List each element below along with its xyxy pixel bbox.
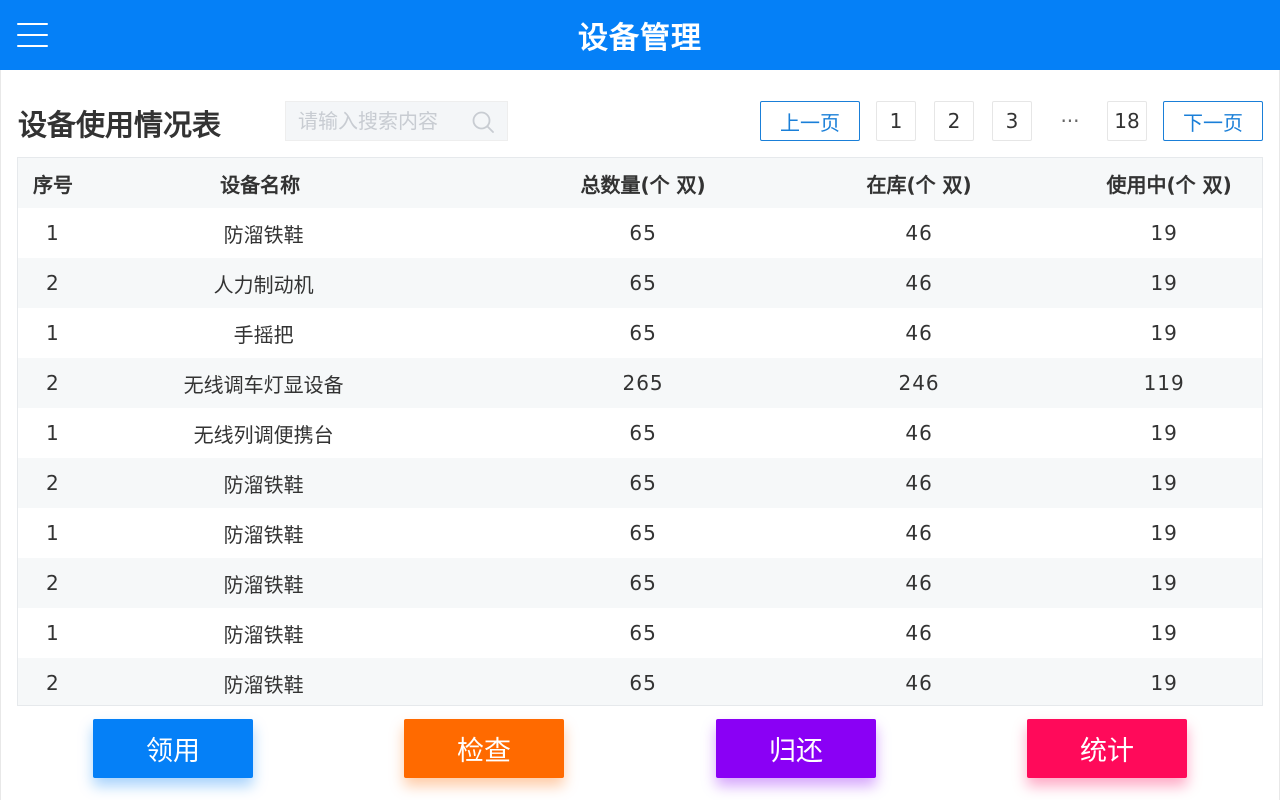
cell-total: 65 [502, 521, 782, 545]
hamburger-menu-icon[interactable] [17, 23, 48, 47]
cell-total: 65 [502, 571, 782, 595]
cell-total: 65 [502, 471, 782, 495]
cell-in-use: 19 [1056, 571, 1262, 595]
cell-index: 1 [18, 221, 113, 245]
prev-page-button[interactable]: 上一页 [760, 101, 860, 141]
cell-total: 65 [502, 271, 782, 295]
next-page-button[interactable]: 下一页 [1163, 101, 1263, 141]
cell-index: 1 [18, 521, 113, 545]
return-button[interactable]: 归还 [716, 719, 876, 778]
cell-stock: 46 [782, 271, 1057, 295]
cell-total: 65 [502, 671, 782, 695]
page-button-1[interactable]: 1 [876, 101, 916, 141]
table-row[interactable]: 2 防溜铁鞋 65 46 19 [18, 558, 1262, 608]
cell-name: 防溜铁鞋 [113, 469, 502, 498]
cell-in-use: 19 [1056, 321, 1262, 345]
cell-name: 防溜铁鞋 [113, 519, 502, 548]
table-row[interactable]: 1 防溜铁鞋 65 46 19 [18, 508, 1262, 558]
cell-total: 65 [502, 321, 782, 345]
table-body: 1 防溜铁鞋 65 46 19 2 人力制动机 65 46 19 1 手摇把 65 46 19 2 无线调车灯显… [18, 208, 1262, 706]
cell-index: 1 [18, 321, 113, 345]
cell-index: 2 [18, 271, 113, 295]
cell-name: 无线列调便携台 [113, 419, 502, 448]
cell-index: 1 [18, 421, 113, 445]
cell-total: 65 [502, 421, 782, 445]
column-header-stock: 在库(个 双) [782, 169, 1057, 198]
receive-button[interactable]: 领用 [93, 719, 253, 778]
column-header-in-use: 使用中(个 双) [1056, 169, 1262, 198]
cell-stock: 46 [782, 221, 1057, 245]
cell-name: 防溜铁鞋 [113, 219, 502, 248]
cell-stock: 46 [782, 471, 1057, 495]
cell-in-use: 19 [1056, 271, 1262, 295]
cell-total: 65 [502, 621, 782, 645]
cell-name: 防溜铁鞋 [113, 669, 502, 698]
section-title: 设备使用情况表 [18, 102, 221, 144]
table-row[interactable]: 2 人力制动机 65 46 19 [18, 258, 1262, 308]
page-button-last[interactable]: 18 [1107, 101, 1147, 141]
search-input[interactable] [298, 109, 463, 133]
table-row[interactable]: 1 手摇把 65 46 19 [18, 308, 1262, 358]
cell-stock: 46 [782, 671, 1057, 695]
page-button-2[interactable]: 2 [934, 101, 974, 141]
cell-index: 2 [18, 471, 113, 495]
stats-button[interactable]: 统计 [1027, 719, 1187, 778]
table-row[interactable]: 1 无线列调便携台 65 46 19 [18, 408, 1262, 458]
cell-total: 265 [502, 371, 782, 395]
cell-stock: 46 [782, 321, 1057, 345]
search-box[interactable] [285, 101, 508, 141]
cell-in-use: 19 [1056, 621, 1262, 645]
cell-index: 1 [18, 621, 113, 645]
page-ellipsis: ··· [1050, 101, 1090, 141]
equipment-usage-table: 序号 设备名称 总数量(个 双) 在库(个 双) 使用中(个 双) 1 防溜铁鞋 6… [17, 157, 1263, 706]
cell-index: 2 [18, 571, 113, 595]
cell-in-use: 19 [1056, 221, 1262, 245]
column-header-name: 设备名称 [113, 169, 502, 198]
cell-index: 2 [18, 371, 113, 395]
app-title: 设备管理 [578, 13, 702, 57]
table-row[interactable]: 1 防溜铁鞋 65 46 19 [18, 208, 1262, 258]
cell-in-use: 19 [1056, 471, 1262, 495]
column-header-total: 总数量(个 双) [502, 169, 782, 198]
frame-border-left [0, 70, 1, 800]
cell-in-use: 119 [1056, 371, 1262, 395]
cell-name: 手摇把 [113, 319, 502, 348]
cell-stock: 46 [782, 571, 1057, 595]
table-row[interactable]: 1 防溜铁鞋 65 46 19 [18, 608, 1262, 658]
cell-index: 2 [18, 671, 113, 695]
cell-stock: 246 [782, 371, 1057, 395]
cell-total: 65 [502, 221, 782, 245]
cell-in-use: 19 [1056, 671, 1262, 695]
check-button[interactable]: 检查 [404, 719, 564, 778]
column-header-index: 序号 [18, 169, 113, 198]
cell-in-use: 19 [1056, 421, 1262, 445]
table-row[interactable]: 2 无线调车灯显设备 265 246 119 [18, 358, 1262, 408]
cell-name: 防溜铁鞋 [113, 619, 502, 648]
page-button-3[interactable]: 3 [992, 101, 1032, 141]
cell-in-use: 19 [1056, 521, 1262, 545]
cell-name: 无线调车灯显设备 [113, 369, 502, 398]
cell-stock: 46 [782, 421, 1057, 445]
search-icon[interactable] [471, 110, 495, 134]
cell-name: 防溜铁鞋 [113, 569, 502, 598]
table-header-row: 序号 设备名称 总数量(个 双) 在库(个 双) 使用中(个 双) [18, 158, 1262, 208]
cell-stock: 46 [782, 621, 1057, 645]
table-row[interactable]: 2 防溜铁鞋 65 46 19 [18, 658, 1262, 706]
cell-name: 人力制动机 [113, 269, 502, 298]
cell-stock: 46 [782, 521, 1057, 545]
app-header: 设备管理 [0, 0, 1280, 70]
table-row[interactable]: 2 防溜铁鞋 65 46 19 [18, 458, 1262, 508]
